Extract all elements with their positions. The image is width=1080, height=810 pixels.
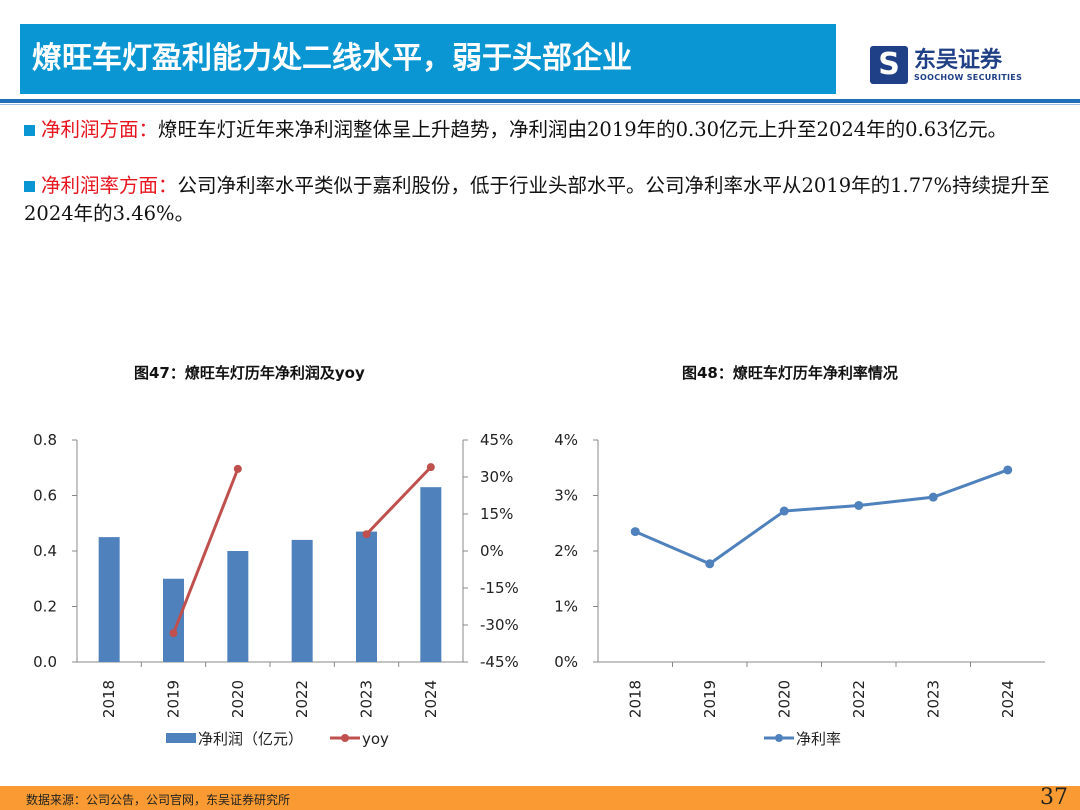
y-tick-label: 4% xyxy=(554,431,578,449)
x-tick-label: 2023 xyxy=(358,680,376,718)
y-tick-label: 0.2 xyxy=(33,598,57,616)
x-tick-label: 2022 xyxy=(293,680,311,718)
y2-tick-label: 30% xyxy=(480,468,513,486)
y2-tick-label: -30% xyxy=(480,616,519,634)
margin-point xyxy=(630,527,640,537)
logo-cn: 东吴证券 xyxy=(914,47,1003,73)
yoy-point xyxy=(233,464,242,473)
y2-tick-label: -45% xyxy=(480,653,519,671)
margin-point xyxy=(779,506,789,516)
yoy-point xyxy=(362,530,371,539)
y2-tick-label: -15% xyxy=(480,579,519,597)
x-tick-label: 2020 xyxy=(775,680,793,718)
y2-tick-label: 0% xyxy=(480,542,504,560)
y-tick-label: 2% xyxy=(554,542,578,560)
company-logo: S 东吴证券 SOOCHOW SECURITIES xyxy=(870,46,1022,84)
margin-point xyxy=(1003,465,1013,475)
yoy-line xyxy=(365,466,432,536)
point-label: 净利润方面： xyxy=(41,118,159,141)
x-tick-label: 2019 xyxy=(701,680,719,718)
y2-tick-label: 45% xyxy=(480,431,513,449)
y-tick-label: 0.4 xyxy=(33,542,57,560)
bullet-icon xyxy=(24,181,35,192)
margin-point xyxy=(705,559,715,569)
y-tick-label: 1% xyxy=(554,598,578,616)
x-tick-label: 2019 xyxy=(165,680,183,718)
y-tick-label: 3% xyxy=(554,487,578,505)
legend-line-marker xyxy=(341,734,349,742)
bullet-icon xyxy=(24,125,35,136)
chart1-title: 图47：燎旺车灯历年净利润及yoy xyxy=(134,364,365,382)
x-tick-label: 2018 xyxy=(100,680,118,718)
x-tick-label: 2022 xyxy=(850,680,868,718)
chart2-title: 图48：燎旺车灯历年净利率情况 xyxy=(682,364,898,382)
legend-line-marker xyxy=(775,734,783,742)
bar xyxy=(356,531,377,662)
y2-tick-label: 15% xyxy=(480,505,513,523)
point-net-margin: 净利润率方面：公司净利率水平类似于嘉利股份，低于行业头部水平。公司净利率水平从2… xyxy=(24,172,1064,228)
page-number: 37 xyxy=(1040,785,1068,810)
logo-en: SOOCHOW SECURITIES xyxy=(914,72,1023,82)
y-tick-label: 0% xyxy=(554,653,578,671)
bar xyxy=(291,539,313,662)
margin-point xyxy=(854,500,864,510)
legend-line-label: yoy xyxy=(362,730,389,748)
yoy-point xyxy=(426,463,435,472)
legend-bar-label: 净利润（亿元） xyxy=(198,730,303,748)
slide-title: 燎旺车灯盈利能力处二线水平，弱于头部企业 xyxy=(20,24,836,94)
y-tick-label: 0.0 xyxy=(33,653,57,671)
point-net-profit: 净利润方面：燎旺车灯近年来净利润整体呈上升趋势，净利润由2019年的0.30亿元… xyxy=(24,116,1064,144)
yoy-point xyxy=(169,629,178,638)
point-label: 净利润率方面： xyxy=(41,174,178,197)
data-source: 数据来源：公司公告，公司官网，东吴证券研究所 xyxy=(26,793,291,807)
divider-thin xyxy=(0,104,1080,105)
x-tick-label: 2024 xyxy=(422,680,440,718)
x-tick-label: 2024 xyxy=(999,680,1017,718)
x-tick-label: 2020 xyxy=(229,680,247,718)
y-tick-label: 0.8 xyxy=(33,431,57,449)
margin-point xyxy=(928,492,938,502)
divider xyxy=(0,99,1080,103)
legend-bar-swatch xyxy=(166,733,196,743)
x-tick-label: 2018 xyxy=(626,680,644,718)
point-text: 公司净利率水平类似于嘉利股份，低于行业头部水平。公司净利率水平从2019年的1.… xyxy=(24,174,1050,225)
bar xyxy=(163,578,184,662)
footer: 数据来源：公司公告，公司官网，东吴证券研究所 37 xyxy=(0,786,1080,810)
point-text: 燎旺车灯近年来净利润整体呈上升趋势，净利润由2019年的0.30亿元上升至202… xyxy=(158,118,1008,141)
logo-icon: S xyxy=(870,46,908,84)
legend-line-label: 净利率 xyxy=(796,730,841,748)
x-tick-label: 2023 xyxy=(924,680,942,718)
yoy-line xyxy=(172,468,240,634)
margin-line xyxy=(634,468,1009,566)
bar xyxy=(98,537,120,662)
bar xyxy=(420,487,442,662)
bar xyxy=(227,551,249,662)
y-tick-label: 0.6 xyxy=(33,487,57,505)
